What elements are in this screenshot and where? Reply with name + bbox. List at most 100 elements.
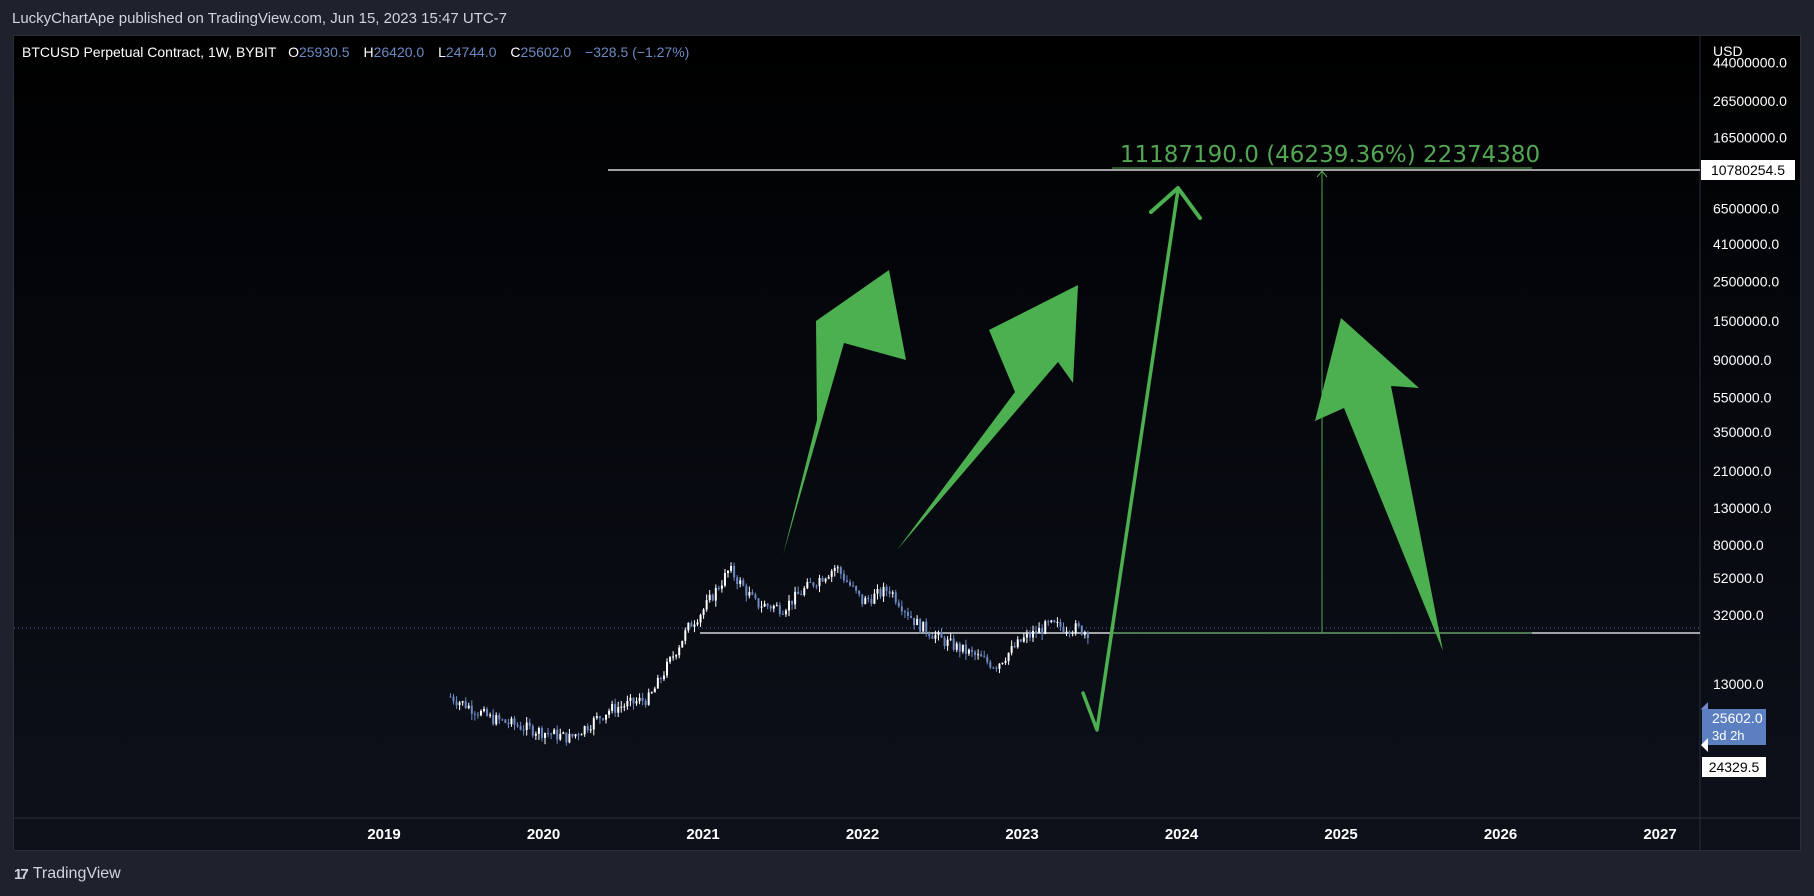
candle — [803, 586, 806, 597]
candle-body — [1053, 620, 1056, 623]
candle-body — [839, 567, 842, 574]
candle — [641, 692, 644, 706]
tradingview-brand[interactable]: 17 TradingView — [14, 865, 121, 883]
candle — [1056, 617, 1059, 628]
candle-body — [510, 718, 513, 725]
candle — [537, 726, 540, 740]
legend-close-value: 25602.0 — [520, 44, 572, 60]
candle-body — [949, 638, 952, 640]
candle-body — [842, 573, 845, 581]
candle-body — [635, 701, 638, 704]
candle-body — [711, 594, 714, 601]
candle — [589, 724, 592, 734]
candle — [623, 703, 626, 712]
candle-body — [986, 656, 989, 663]
candle-body — [687, 622, 690, 631]
candle — [958, 641, 961, 658]
candle-body — [537, 728, 540, 734]
candle — [1086, 630, 1089, 645]
candle-body — [760, 606, 763, 608]
candle — [531, 723, 534, 738]
candle-body — [678, 647, 681, 656]
candle — [705, 594, 708, 612]
x-tick-label: 2022 — [846, 826, 879, 843]
candle — [666, 658, 669, 678]
candle — [919, 617, 922, 634]
candle-body — [778, 605, 781, 615]
chart-frame[interactable] — [13, 35, 1801, 851]
target-price-label: 10780254.5 — [1711, 162, 1785, 178]
measure-arrowhead — [1316, 170, 1328, 178]
legend-symbol: BTCUSD Perpetual Contract, 1W, BYBIT — [22, 44, 277, 60]
candle — [723, 568, 726, 588]
candle — [748, 586, 751, 599]
candle — [903, 609, 906, 619]
candle — [574, 733, 577, 739]
candle — [864, 595, 867, 605]
candle-body — [867, 597, 870, 600]
candle — [528, 718, 531, 730]
candle-body — [745, 585, 748, 596]
candle — [742, 577, 745, 587]
candle — [1025, 629, 1028, 644]
candle — [943, 635, 946, 650]
candle-body — [748, 591, 751, 596]
candle — [1044, 619, 1047, 635]
currency-label: USD — [1713, 43, 1743, 59]
candle — [516, 722, 519, 728]
candle — [550, 732, 553, 740]
candle-body — [583, 726, 586, 735]
candle — [1007, 652, 1010, 665]
y-tick-label: 900000.0 — [1713, 352, 1772, 368]
candle-body — [809, 581, 812, 583]
candle-body — [742, 580, 745, 586]
candle — [1016, 636, 1019, 649]
candle-body — [611, 703, 614, 711]
candle-body — [916, 619, 919, 626]
candle-body — [1083, 632, 1086, 635]
candle — [601, 717, 604, 721]
candle — [699, 613, 702, 628]
legend-open-value: 25930.5 — [298, 44, 350, 60]
candle — [1062, 622, 1065, 633]
candle-body — [1050, 620, 1053, 622]
candle-body — [476, 714, 479, 716]
candle-body — [455, 701, 458, 706]
candle — [656, 674, 659, 689]
candle-body — [1080, 625, 1083, 635]
candle — [769, 604, 772, 612]
candle — [736, 575, 739, 590]
candle — [897, 599, 900, 608]
candle-body — [784, 610, 787, 615]
candle-body — [730, 565, 733, 571]
y-tick-label: 32000.0 — [1713, 607, 1764, 623]
candle-body — [464, 701, 467, 709]
candle — [989, 659, 992, 670]
y-tick-label: 13000.0 — [1713, 676, 1764, 692]
candle-body — [601, 718, 604, 720]
candle — [778, 602, 781, 617]
candle — [876, 584, 879, 600]
candle — [934, 630, 937, 644]
candle-body — [644, 700, 647, 705]
candle — [565, 732, 568, 746]
candle-body — [824, 578, 827, 582]
candle — [449, 693, 452, 698]
candle-body — [928, 632, 931, 637]
candle — [479, 709, 482, 717]
candle-body — [620, 706, 623, 708]
candle-body — [885, 586, 888, 592]
candle-body — [705, 600, 708, 610]
candle-body — [574, 734, 577, 737]
x-tick-label: 2026 — [1484, 826, 1517, 843]
candle — [940, 628, 943, 638]
candle — [964, 639, 967, 660]
support-tag-pointer — [1701, 738, 1708, 752]
candle — [1065, 626, 1068, 637]
publish-header: LuckyChartApe published on TradingView.c… — [0, 0, 1814, 35]
candle-body — [812, 582, 815, 586]
candle — [592, 716, 595, 736]
candle-body — [1032, 630, 1035, 638]
candle — [571, 733, 574, 739]
